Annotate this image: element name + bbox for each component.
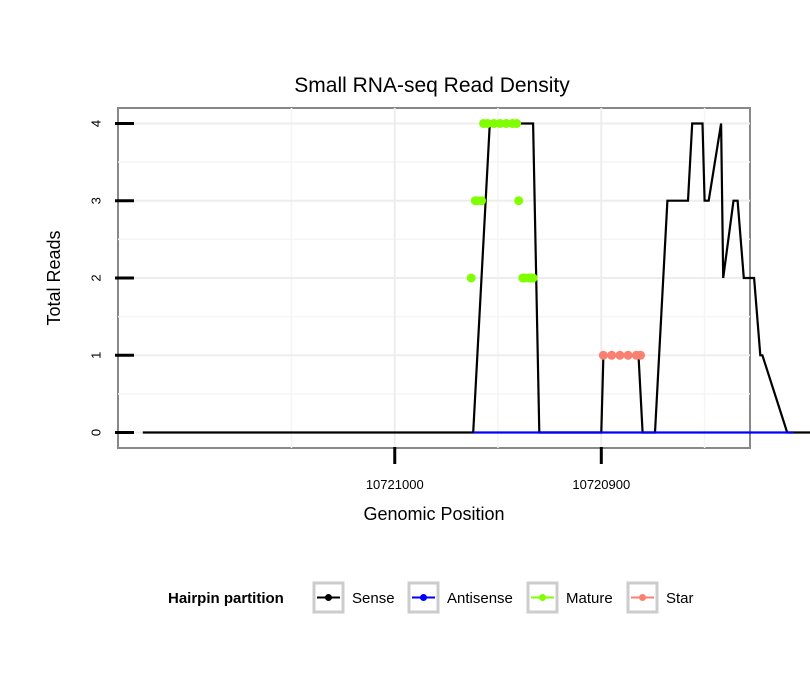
legend: Hairpin partition Sense Antisense Mature St… [168,581,694,614]
data-point-mature [466,273,476,283]
legend-key-point [325,594,332,601]
legend-key-point [639,594,646,601]
legend-item-mature: Mature [526,581,613,614]
data-series [142,118,810,434]
legend-item-sense: Sense [312,581,395,614]
series-mature [466,118,538,283]
data-point-mature [512,118,522,128]
data-point-mature [489,118,499,128]
data-point-mature [514,196,524,206]
y-tick-label: 3 [89,197,104,204]
data-point-mature [528,273,538,283]
y-tick-label: 0 [89,429,104,436]
grid-lines [118,108,750,448]
y-tick-label: 1 [89,352,104,359]
data-point-star [636,350,646,360]
data-point-mature [495,118,505,128]
legend-item-star: Star [626,581,694,614]
data-point-mature [477,196,487,206]
legend-label: Star [666,590,694,607]
y-tick-label: 4 [89,120,104,127]
y-axis-title: Total Reads [44,230,64,325]
axes: 0 1 2 3 4 10721000 10720900 [89,120,631,492]
y-tick-label: 2 [89,274,104,281]
data-point-star [607,350,617,360]
chart-title: Small RNA-seq Read Density [294,74,570,97]
x-axis-title: Genomic Position [363,504,504,524]
series-star [598,350,646,360]
data-point-mature [483,118,493,128]
legend-label: Mature [566,590,613,607]
legend-label: Sense [352,590,395,607]
data-point-star [623,350,633,360]
x-tick-label: 10721000 [366,477,424,492]
x-tick-label: 10720900 [572,477,630,492]
legend-title: Hairpin partition [168,590,284,607]
legend-item-antisense: Antisense [407,581,513,614]
legend-key-point [539,594,546,601]
data-point-mature [501,118,511,128]
legend-label: Antisense [447,590,513,607]
data-point-star [598,350,608,360]
legend-key-point [420,594,427,601]
data-point-star [615,350,625,360]
